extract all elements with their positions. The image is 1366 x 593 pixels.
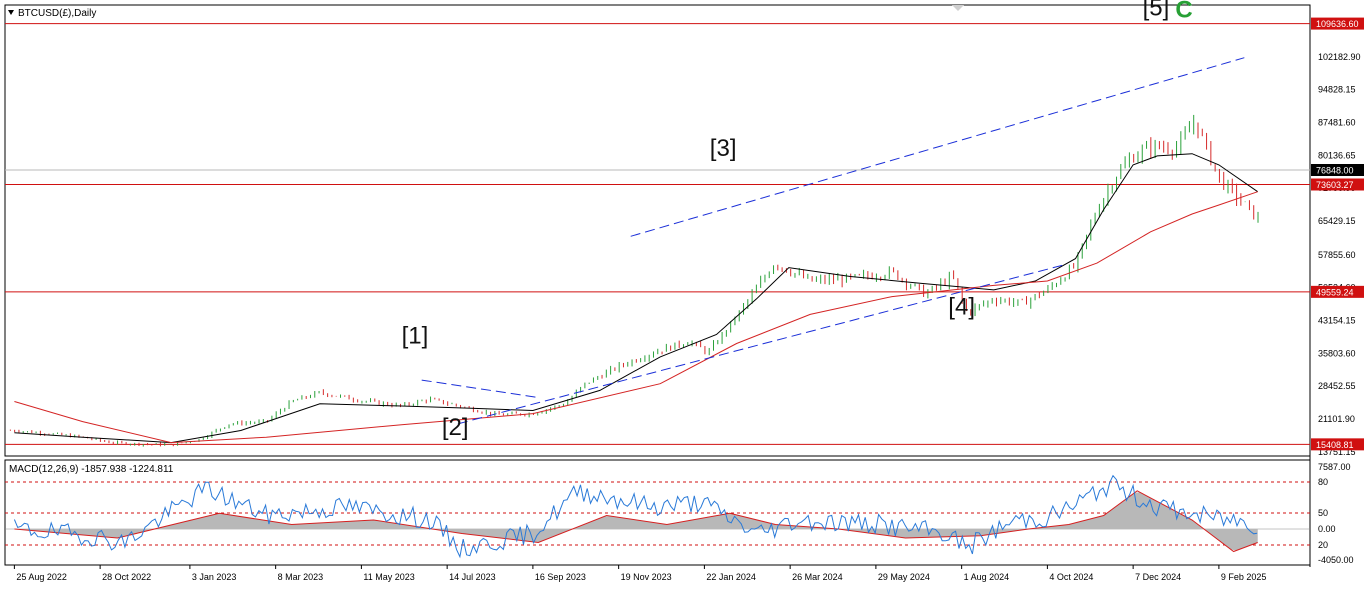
x-tick-label: 4 Oct 2024 [1049, 572, 1093, 582]
wave-label-2: [2] [442, 414, 469, 441]
wave-label-3: [3] [710, 135, 737, 162]
price-tick-label: 43154.15 [1318, 315, 1356, 325]
macd-tick-label: 50 [1318, 508, 1328, 518]
macd-line [13, 474, 1258, 559]
price-tick-label: 57855.60 [1318, 250, 1356, 260]
current-price-tag [1311, 164, 1364, 177]
price-tick-label: 65429.15 [1318, 216, 1356, 226]
price-tick-label: 21101.90 [1318, 414, 1355, 424]
wave-label-4: [4] [948, 293, 975, 320]
x-tick-label: 28 Oct 2022 [102, 572, 151, 582]
macd-tick-label: 20 [1318, 540, 1328, 550]
price-tick-label: 102182.90 [1318, 52, 1361, 62]
price-tick-label: 80136.65 [1318, 150, 1356, 160]
level-price-tag [1311, 285, 1364, 298]
price-tick-label: 87481.60 [1318, 118, 1356, 128]
x-tick-label: 1 Aug 2024 [964, 572, 1010, 582]
level-price-tag [1311, 178, 1364, 191]
x-tick-label: 7 Dec 2024 [1135, 572, 1181, 582]
ma-fast-line [14, 153, 1258, 444]
wave-label-1: [1] [402, 322, 429, 349]
macd-histogram [14, 492, 1258, 551]
level-price-tag-label: 109636.60 [1316, 19, 1359, 29]
x-tick-label: 25 Aug 2022 [16, 572, 67, 582]
trade-level-marker-icon [952, 5, 964, 11]
x-tick-label: 16 Sep 2023 [535, 572, 586, 582]
level-price-tag [1311, 17, 1364, 30]
price-tick-label: 13751.15 [1318, 447, 1356, 457]
x-tick-label: 9 Feb 2025 [1221, 572, 1267, 582]
level-price-tag-label: 49559.24 [1316, 287, 1354, 297]
x-tick-label: 8 Mar 2023 [278, 572, 324, 582]
level-price-tag-label: 73603.27 [1316, 180, 1354, 190]
macd-tick-label: 0.00 [1318, 524, 1336, 534]
macd-label[interactable]: MACD(12,26,9) -1857.938 -1224.811 [9, 464, 174, 475]
x-tick-label: 11 May 2023 [363, 572, 414, 582]
x-tick-label: 22 Jan 2024 [706, 572, 756, 582]
macd-tick-label: 80 [1318, 477, 1328, 487]
level-price-tag-label: 15408.81 [1316, 440, 1354, 450]
macd-tick-label: 7587.00 [1318, 462, 1351, 472]
symbol-label[interactable]: BTCUSD(£),Daily [18, 8, 96, 19]
ma-slow-line [14, 191, 1258, 444]
price-tick-label: 28452.55 [1318, 381, 1356, 391]
upper-channel-line [630, 57, 1245, 237]
wave-2-top-line [421, 379, 539, 398]
macd-tick-label: -4050.00 [1318, 555, 1354, 565]
wave-label-5: [5] [1143, 0, 1170, 21]
price-tick-label: 94828.15 [1318, 85, 1356, 95]
x-tick-label: 14 Jul 2023 [449, 572, 496, 582]
x-tick-label: 3 Jan 2023 [192, 572, 237, 582]
price-tick-label: 35803.60 [1318, 348, 1356, 358]
current-price-tag-label: 76848.00 [1316, 166, 1354, 176]
level-price-tag [1311, 438, 1364, 451]
wave-label-c: C [1175, 0, 1192, 24]
dropdown-triangle-icon[interactable] [8, 10, 14, 15]
x-tick-label: 29 May 2024 [878, 572, 930, 582]
x-tick-label: 26 Mar 2024 [792, 572, 843, 582]
x-tick-label: 19 Nov 2023 [621, 572, 672, 582]
